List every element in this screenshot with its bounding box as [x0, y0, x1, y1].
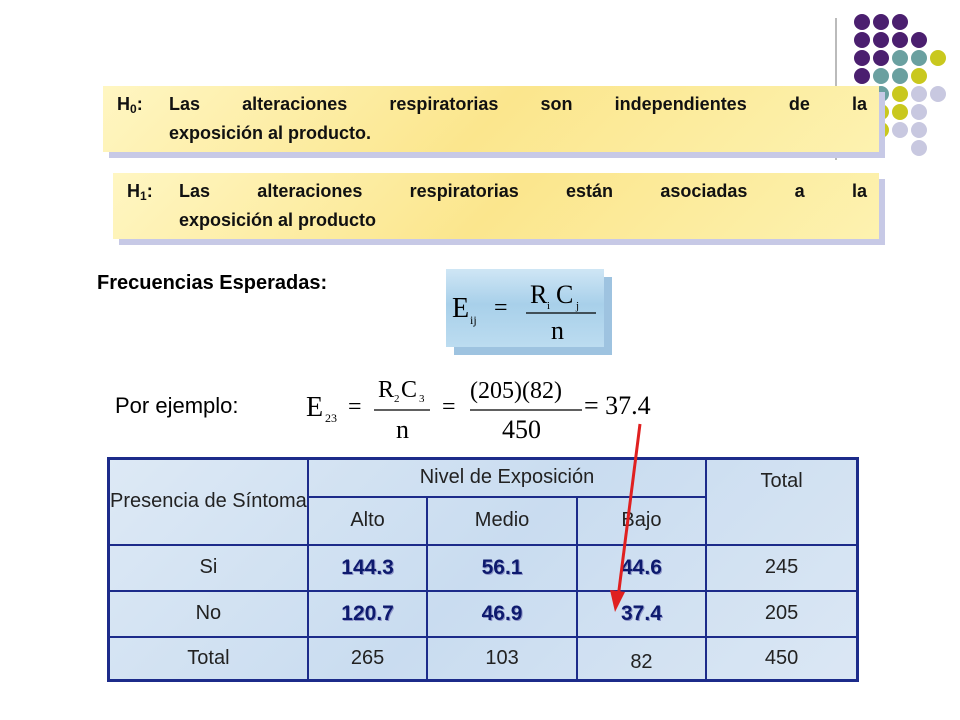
cell-value: 46.9: [426, 589, 578, 638]
svg-text:=: =: [348, 394, 362, 420]
row-total: 245: [705, 543, 859, 592]
svg-text:n: n: [551, 316, 564, 345]
row-label-no: No: [107, 589, 309, 638]
table-row: Si 144.3 56.1 44.6 245: [107, 543, 859, 592]
svg-text:23: 23: [325, 411, 337, 425]
hypothesis-h0-box: H0: Las alteraciones respiratorias son i…: [103, 86, 879, 152]
cell-value: 44.6: [575, 543, 708, 592]
svg-text:(205)(82): (205)(82): [470, 378, 562, 404]
h0-text-line1: Las alteraciones respiratorias son indep…: [169, 94, 867, 114]
subheader-alto: Alto: [306, 495, 429, 546]
header-exposure-level: Nivel de Exposición: [306, 457, 708, 498]
decorative-dot-grid: [835, 14, 946, 160]
svg-text:450: 450: [502, 415, 541, 444]
expected-frequencies-title: Frecuencias Esperadas:: [97, 272, 328, 294]
svg-text:R: R: [530, 280, 548, 309]
cell-value: 56.1: [426, 543, 578, 592]
cell-value: 265: [306, 635, 429, 682]
h1-text-line2: exposición al producto: [179, 210, 377, 230]
cell-value: 82: [575, 635, 708, 682]
svg-text:i: i: [547, 300, 550, 312]
cell-value: 120.7: [306, 589, 429, 638]
grand-total: 450: [705, 635, 859, 682]
svg-text:j: j: [575, 300, 579, 312]
row-label-si: Si: [107, 543, 309, 592]
example-equation: E 23 = R 2 C 3 n = (205)(82) 450 = 37.4: [306, 377, 651, 444]
svg-text:C: C: [556, 280, 573, 309]
header-total: Total: [705, 457, 859, 546]
expected-formula: E ij = R i C j n: [452, 280, 596, 345]
cell-value: 144.3: [306, 543, 429, 592]
svg-text:E: E: [452, 293, 469, 324]
h1-label: H1:: [127, 181, 153, 203]
expected-formula-box: E ij = R i C j n: [446, 269, 604, 347]
h1-text-line1: Las alteraciones respiratorias están aso…: [179, 181, 867, 201]
expected-frequency-table: Presencia de Síntoma Nivel de Exposición…: [107, 457, 859, 682]
header-symptom: Presencia de Síntoma: [107, 457, 309, 546]
svg-text:E: E: [306, 392, 323, 423]
hypothesis-h1-box: H1: Las alteraciones respiratorias están…: [113, 173, 879, 239]
svg-text:ij: ij: [470, 313, 477, 327]
h0-label: H0:: [117, 94, 143, 116]
svg-text:= 37.4: = 37.4: [584, 391, 651, 420]
table-row: No 120.7 46.9 37.4 205: [107, 589, 859, 638]
cell-value: 103: [426, 635, 578, 682]
row-label-total: Total: [107, 635, 309, 682]
subheader-medio: Medio: [426, 495, 578, 546]
svg-text:R: R: [378, 377, 394, 403]
subheader-bajo: Bajo: [575, 495, 708, 546]
svg-text:2: 2: [394, 393, 400, 405]
svg-text:=: =: [442, 394, 456, 420]
example-label: Por ejemplo:: [115, 393, 239, 418]
svg-text:n: n: [396, 415, 409, 444]
table-row-totals: Total 265 103 82 450: [107, 635, 859, 682]
h0-text-line2: exposición al producto.: [169, 123, 372, 143]
svg-text:3: 3: [419, 393, 425, 405]
cell-value: 37.4: [575, 589, 708, 638]
svg-text:C: C: [401, 377, 417, 403]
svg-text:=: =: [494, 295, 508, 321]
row-total: 205: [705, 589, 859, 638]
